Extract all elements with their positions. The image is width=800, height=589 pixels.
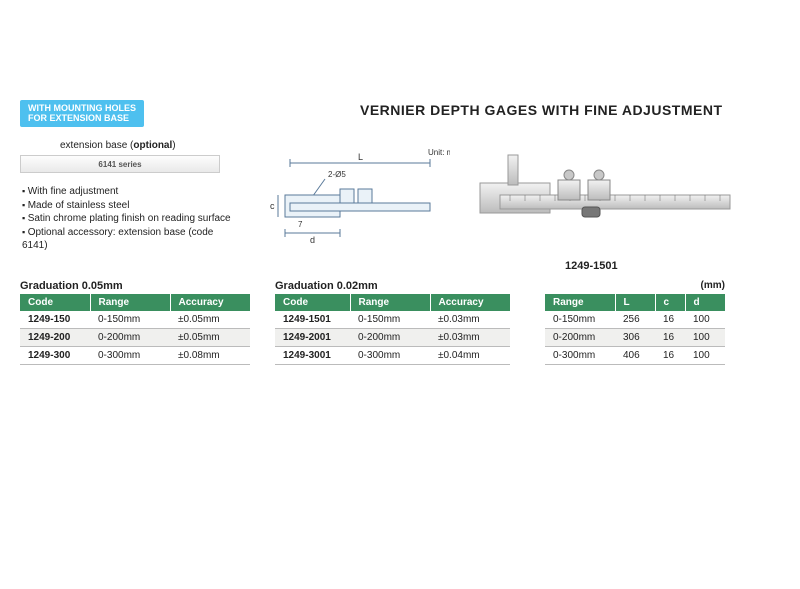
table-cell: 16 [655,347,685,365]
table-row: 1249-2000-200mm±0.05mm [20,329,250,347]
table-cell: 0-200mm [545,329,615,347]
svg-text:d: d [310,235,315,245]
table-cell: 100 [685,311,725,329]
feature-item: Made of stainless steel [22,199,232,213]
column-header: Accuracy [430,294,510,311]
table-cell: 16 [655,329,685,347]
badge-line1: WITH MOUNTING HOLES [28,103,136,113]
table-cell: 0-150mm [545,311,615,329]
page-title: VERNIER DEPTH GAGES WITH FINE ADJUSTMENT [360,102,723,118]
table1-title: Graduation 0.05mm [20,280,250,292]
table-cell: ±0.03mm [430,311,510,329]
extension-base-label: extension base (optional) [60,140,176,151]
table-cell: 100 [685,347,725,365]
table-cell: ±0.05mm [170,311,250,329]
table-cell: 406 [615,347,655,365]
photo-caption: 1249-1501 [565,260,618,272]
table-cell: 256 [615,311,655,329]
table-cell: 0-200mm [90,329,170,347]
column-header: d [685,294,725,311]
table-row: 0-200mm30616100 [545,329,725,347]
table-row: 0-300mm40616100 [545,347,725,365]
table-row: 1249-1500-150mm±0.05mm [20,311,250,329]
table-graduation-005: Graduation 0.05mm CodeRangeAccuracy1249-… [20,280,250,365]
extension-base-bar: 6141 series [20,155,220,173]
feature-item: With fine adjustment [22,185,232,199]
svg-text:2-Ø5: 2-Ø5 [328,170,346,179]
svg-text:7: 7 [298,220,303,229]
table-row: 0-150mm25616100 [545,311,725,329]
table-cell: 1249-200 [20,329,90,347]
table-cell: 16 [655,311,685,329]
table-cell: 306 [615,329,655,347]
column-header: Code [20,294,90,311]
table1: CodeRangeAccuracy1249-1500-150mm±0.05mm1… [20,294,250,365]
product-photo [470,145,740,255]
table2: CodeRangeAccuracy1249-15010-150mm±0.03mm… [275,294,510,365]
table-cell: ±0.08mm [170,347,250,365]
table-cell: 1249-300 [20,347,90,365]
table-dimensions: (mm) RangeLcd0-150mm256161000-200mm30616… [545,294,725,365]
table-cell: 0-300mm [545,347,615,365]
table2-title: Graduation 0.02mm [275,280,510,292]
column-header: Range [350,294,430,311]
technical-diagram: Unit: mm L 2-Ø5 c d [250,145,450,255]
table-row: 1249-20010-200mm±0.03mm [275,329,510,347]
table-row: 1249-30010-300mm±0.04mm [275,347,510,365]
table3-unit: (mm) [701,280,725,291]
table3: RangeLcd0-150mm256161000-200mm306161000-… [545,294,725,365]
table-cell: 0-300mm [350,347,430,365]
svg-text:L: L [358,152,363,162]
table-cell: 1249-1501 [275,311,350,329]
table-cell: 1249-2001 [275,329,350,347]
column-header: L [615,294,655,311]
table-cell: 1249-150 [20,311,90,329]
table-cell: ±0.04mm [430,347,510,365]
table-row: 1249-15010-150mm±0.03mm [275,311,510,329]
table-cell: 0-300mm [90,347,170,365]
feature-item: Satin chrome plating finish on reading s… [22,212,232,226]
column-header: Range [545,294,615,311]
feature-list: With fine adjustment Made of stainless s… [22,185,232,253]
table-cell: 0-150mm [350,311,430,329]
table-cell: 1249-3001 [275,347,350,365]
table-row: 1249-3000-300mm±0.08mm [20,347,250,365]
column-header: Accuracy [170,294,250,311]
column-header: Range [90,294,170,311]
table-cell: ±0.05mm [170,329,250,347]
table-cell: 0-200mm [350,329,430,347]
svg-text:c: c [270,201,275,211]
column-header: Code [275,294,350,311]
feature-item: Optional accessory: extension base (code… [22,226,232,253]
column-header: c [655,294,685,311]
mounting-holes-badge: WITH MOUNTING HOLES FOR EXTENSION BASE [20,100,144,127]
table-graduation-002: Graduation 0.02mm CodeRangeAccuracy1249-… [275,280,510,365]
table-cell: 0-150mm [90,311,170,329]
table-cell: ±0.03mm [430,329,510,347]
diagram-unit: Unit: mm [428,148,450,157]
table-cell: 100 [685,329,725,347]
badge-line2: FOR EXTENSION BASE [28,113,129,123]
